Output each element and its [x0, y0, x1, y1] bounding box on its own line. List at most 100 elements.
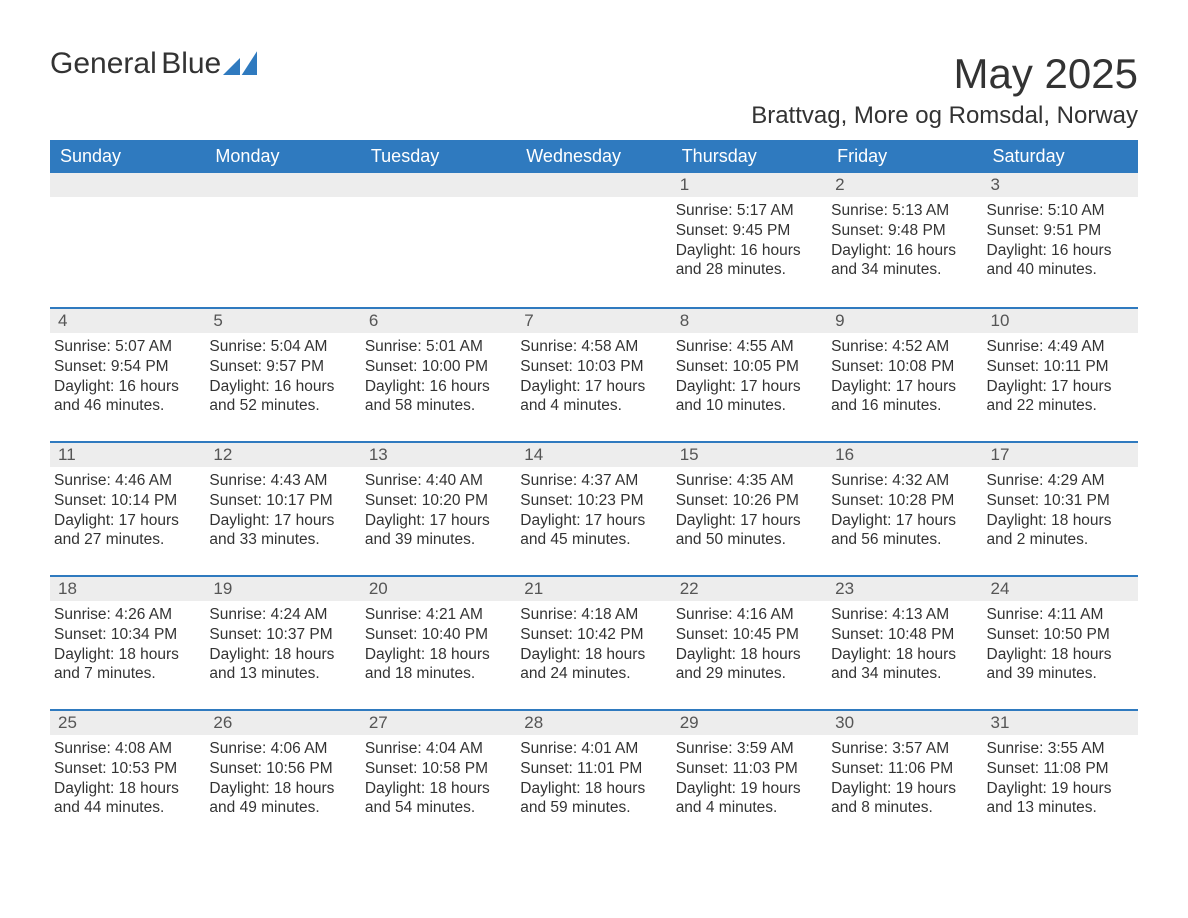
daylight-line: Daylight: 18 hours and 18 minutes. — [365, 645, 510, 685]
daylight-line: Daylight: 18 hours and 29 minutes. — [676, 645, 821, 685]
sunset-line: Sunset: 10:08 PM — [831, 357, 976, 377]
calendar-cell: 5Sunrise: 5:04 AMSunset: 9:57 PMDaylight… — [205, 307, 360, 441]
calendar-cell: 28Sunrise: 4:01 AMSunset: 11:01 PMDaylig… — [516, 709, 671, 843]
day-number: 13 — [361, 441, 516, 467]
day-details: Sunrise: 4:11 AMSunset: 10:50 PMDaylight… — [983, 601, 1138, 688]
day-details: Sunrise: 3:57 AMSunset: 11:06 PMDaylight… — [827, 735, 982, 822]
day-details: Sunrise: 3:59 AMSunset: 11:03 PMDaylight… — [672, 735, 827, 822]
daylight-line: Daylight: 17 hours and 39 minutes. — [365, 511, 510, 551]
day-number: 20 — [361, 575, 516, 601]
sunset-line: Sunset: 10:00 PM — [365, 357, 510, 377]
logo-text-1: General — [50, 47, 157, 80]
empty-day-head — [361, 173, 516, 197]
sunset-line: Sunset: 10:48 PM — [831, 625, 976, 645]
location-subtitle: Brattvag, More og Romsdal, Norway — [751, 102, 1138, 130]
sunset-line: Sunset: 10:31 PM — [987, 491, 1132, 511]
day-number: 3 — [983, 173, 1138, 197]
daylight-line: Daylight: 18 hours and 7 minutes. — [54, 645, 199, 685]
day-number: 17 — [983, 441, 1138, 467]
daylight-line: Daylight: 17 hours and 50 minutes. — [676, 511, 821, 551]
daylight-line: Daylight: 18 hours and 59 minutes. — [520, 779, 665, 819]
sunrise-line: Sunrise: 4:55 AM — [676, 337, 821, 357]
page-title: May 2025 — [751, 50, 1138, 98]
calendar-cell: 24Sunrise: 4:11 AMSunset: 10:50 PMDaylig… — [983, 575, 1138, 709]
day-details: Sunrise: 3:55 AMSunset: 11:08 PMDaylight… — [983, 735, 1138, 822]
sunset-line: Sunset: 9:57 PM — [209, 357, 354, 377]
day-number: 23 — [827, 575, 982, 601]
sunrise-line: Sunrise: 4:43 AM — [209, 471, 354, 491]
day-number: 29 — [672, 709, 827, 735]
day-details: Sunrise: 4:58 AMSunset: 10:03 PMDaylight… — [516, 333, 671, 420]
sunset-line: Sunset: 10:17 PM — [209, 491, 354, 511]
calendar-cell: 13Sunrise: 4:40 AMSunset: 10:20 PMDaylig… — [361, 441, 516, 575]
calendar-table: SundayMondayTuesdayWednesdayThursdayFrid… — [50, 140, 1138, 843]
daylight-line: Daylight: 18 hours and 13 minutes. — [209, 645, 354, 685]
calendar-cell: 22Sunrise: 4:16 AMSunset: 10:45 PMDaylig… — [672, 575, 827, 709]
daylight-line: Daylight: 18 hours and 44 minutes. — [54, 779, 199, 819]
sunrise-line: Sunrise: 3:59 AM — [676, 739, 821, 759]
daylight-line: Daylight: 17 hours and 22 minutes. — [987, 377, 1132, 417]
day-details: Sunrise: 4:24 AMSunset: 10:37 PMDaylight… — [205, 601, 360, 688]
daylight-line: Daylight: 16 hours and 58 minutes. — [365, 377, 510, 417]
calendar-cell: 8Sunrise: 4:55 AMSunset: 10:05 PMDayligh… — [672, 307, 827, 441]
column-header: Tuesday — [361, 140, 516, 173]
calendar-week: 1Sunrise: 5:17 AMSunset: 9:45 PMDaylight… — [50, 173, 1138, 307]
sunrise-line: Sunrise: 4:49 AM — [987, 337, 1132, 357]
daylight-line: Daylight: 18 hours and 2 minutes. — [987, 511, 1132, 551]
calendar-cell: 19Sunrise: 4:24 AMSunset: 10:37 PMDaylig… — [205, 575, 360, 709]
calendar-cell — [361, 173, 516, 307]
sunset-line: Sunset: 11:01 PM — [520, 759, 665, 779]
day-number: 5 — [205, 307, 360, 333]
sunrise-line: Sunrise: 4:26 AM — [54, 605, 199, 625]
sunset-line: Sunset: 10:56 PM — [209, 759, 354, 779]
day-details: Sunrise: 4:40 AMSunset: 10:20 PMDaylight… — [361, 467, 516, 554]
sunset-line: Sunset: 11:06 PM — [831, 759, 976, 779]
sunrise-line: Sunrise: 3:57 AM — [831, 739, 976, 759]
logo: General Blue — [50, 50, 257, 79]
day-number: 14 — [516, 441, 671, 467]
sunrise-line: Sunrise: 4:24 AM — [209, 605, 354, 625]
calendar-cell: 6Sunrise: 5:01 AMSunset: 10:00 PMDayligh… — [361, 307, 516, 441]
day-details: Sunrise: 4:04 AMSunset: 10:58 PMDaylight… — [361, 735, 516, 822]
sunset-line: Sunset: 11:08 PM — [987, 759, 1132, 779]
calendar-cell: 31Sunrise: 3:55 AMSunset: 11:08 PMDaylig… — [983, 709, 1138, 843]
day-number: 26 — [205, 709, 360, 735]
calendar-cell: 9Sunrise: 4:52 AMSunset: 10:08 PMDayligh… — [827, 307, 982, 441]
daylight-line: Daylight: 18 hours and 54 minutes. — [365, 779, 510, 819]
sunset-line: Sunset: 10:11 PM — [987, 357, 1132, 377]
logo-icon — [223, 50, 257, 78]
calendar-cell: 3Sunrise: 5:10 AMSunset: 9:51 PMDaylight… — [983, 173, 1138, 307]
sunrise-line: Sunrise: 4:37 AM — [520, 471, 665, 491]
day-number: 16 — [827, 441, 982, 467]
day-number: 11 — [50, 441, 205, 467]
day-number: 28 — [516, 709, 671, 735]
day-details: Sunrise: 5:17 AMSunset: 9:45 PMDaylight:… — [672, 197, 827, 284]
sunrise-line: Sunrise: 4:11 AM — [987, 605, 1132, 625]
sunset-line: Sunset: 10:34 PM — [54, 625, 199, 645]
day-number: 6 — [361, 307, 516, 333]
sunrise-line: Sunrise: 4:13 AM — [831, 605, 976, 625]
calendar-week: 25Sunrise: 4:08 AMSunset: 10:53 PMDaylig… — [50, 709, 1138, 843]
sunrise-line: Sunrise: 4:16 AM — [676, 605, 821, 625]
calendar-week: 4Sunrise: 5:07 AMSunset: 9:54 PMDaylight… — [50, 307, 1138, 441]
sunset-line: Sunset: 10:20 PM — [365, 491, 510, 511]
sunset-line: Sunset: 9:45 PM — [676, 221, 821, 241]
day-number: 18 — [50, 575, 205, 601]
sunrise-line: Sunrise: 4:08 AM — [54, 739, 199, 759]
daylight-line: Daylight: 17 hours and 4 minutes. — [520, 377, 665, 417]
column-header: Sunday — [50, 140, 205, 173]
daylight-line: Daylight: 16 hours and 52 minutes. — [209, 377, 354, 417]
calendar-cell: 21Sunrise: 4:18 AMSunset: 10:42 PMDaylig… — [516, 575, 671, 709]
daylight-line: Daylight: 19 hours and 4 minutes. — [676, 779, 821, 819]
sunrise-line: Sunrise: 4:29 AM — [987, 471, 1132, 491]
sunset-line: Sunset: 10:05 PM — [676, 357, 821, 377]
logo-text-2: Blue — [161, 47, 221, 80]
calendar-cell: 15Sunrise: 4:35 AMSunset: 10:26 PMDaylig… — [672, 441, 827, 575]
sunrise-line: Sunrise: 4:21 AM — [365, 605, 510, 625]
daylight-line: Daylight: 18 hours and 24 minutes. — [520, 645, 665, 685]
calendar-cell: 12Sunrise: 4:43 AMSunset: 10:17 PMDaylig… — [205, 441, 360, 575]
sunrise-line: Sunrise: 4:06 AM — [209, 739, 354, 759]
day-details: Sunrise: 4:08 AMSunset: 10:53 PMDaylight… — [50, 735, 205, 822]
sunset-line: Sunset: 10:26 PM — [676, 491, 821, 511]
day-number: 12 — [205, 441, 360, 467]
